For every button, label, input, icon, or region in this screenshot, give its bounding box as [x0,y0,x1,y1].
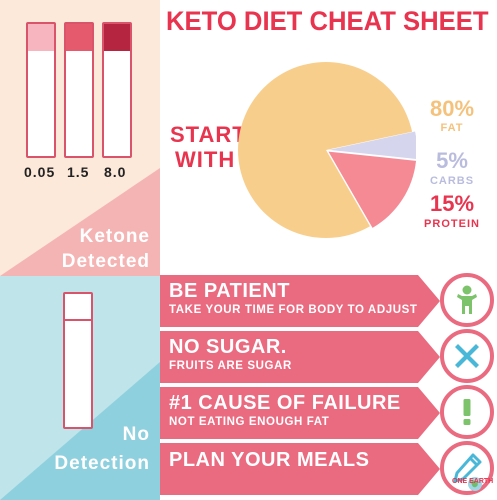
protein-label: PROTEIN [424,218,480,230]
tip-icon-circle [440,385,494,439]
strip-label-low: 0.05 [24,164,56,180]
test-strip-empty [63,292,93,429]
strip-color-cap [66,24,92,51]
pencil-icon [453,453,482,483]
test-strip-low [26,22,56,158]
start-label: START [170,122,247,147]
strip-label-high: 8.0 [104,164,127,180]
strip-color-cap [28,24,54,51]
tip-band [160,275,440,327]
tip-icon-circle [440,441,494,495]
brand-logo-text: ONE EARTH [452,478,494,485]
tip-title: BE PATIENT [169,280,290,302]
x-icon [455,344,479,368]
tip-icon-circle [440,273,494,327]
strip-empty-cap [65,294,91,321]
fat-percent: 80% [429,96,475,121]
ketone-label: Ketone [79,226,150,247]
carbs-label: CARBS [429,175,475,187]
pie-slice-protein [328,151,416,228]
brand-logo [468,477,482,491]
protein-percent: 15% [429,191,475,216]
test-strip-medium [64,22,94,158]
strip-color-cap [104,24,130,51]
tip-icon-circle [440,329,494,383]
tip-subtitle: FRUITS ARE SUGAR [169,360,292,372]
carbs-percent: 5% [436,148,468,173]
fat-label: FAT [440,122,464,134]
tip-band [160,387,440,439]
strip-label-medium: 1.5 [67,164,90,180]
test-strip-high [102,22,132,158]
no-detection-panel-triangle [0,362,160,500]
pie-slice-fat [238,62,413,239]
page-title: KETO DIET CHEAT SHEET [166,6,489,36]
exclamation-icon [463,399,471,425]
macro-pie-chart [238,62,416,239]
tip-title: #1 CAUSE OF FAILURE [169,392,401,414]
tip-subtitle: TAKE YOUR TIME FOR BODY TO ADJUST [169,304,418,316]
tip-subtitle: NOT EATING ENOUGH FAT [169,416,330,428]
tip-title: NO SUGAR. [169,336,287,358]
person-icon [457,285,477,314]
tip-band [160,331,440,383]
with-label: WITH [175,147,236,172]
no-label: No [122,424,150,445]
pie-slice-carbs [328,131,416,159]
tip-title: PLAN YOUR MEALS [169,449,370,471]
detection-label: Detection [54,453,150,474]
ketone-panel-triangle [0,168,160,276]
detected-label: Detected [61,251,150,272]
tip-band [160,443,440,495]
